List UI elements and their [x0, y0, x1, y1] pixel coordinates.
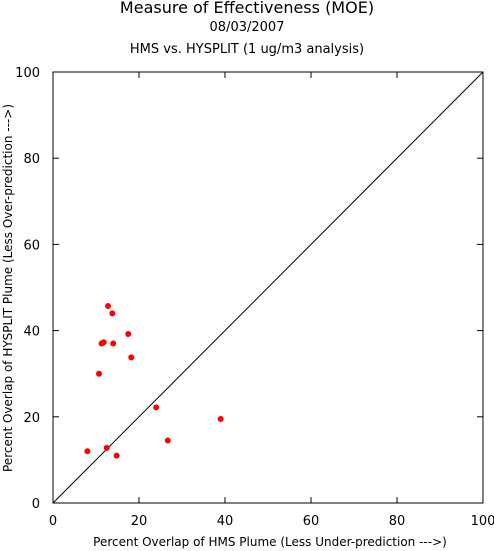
- x-tick-label: 80: [389, 514, 406, 529]
- data-point: [100, 339, 107, 346]
- x-tick-label: 60: [303, 514, 320, 529]
- plot-frame: [52, 71, 484, 504]
- x-tick-label: 100: [471, 514, 494, 529]
- data-point: [84, 448, 91, 455]
- y-axis-ticks: 0 20 40 60 80 100: [15, 66, 483, 512]
- chart-title: Measure of Effectiveness (MOE): [119, 0, 375, 17]
- data-point: [125, 331, 132, 338]
- y-tick-label: 80: [23, 152, 40, 167]
- y-tick-label: 40: [23, 325, 40, 340]
- chart-subtitle: HMS vs. HYSPLIT (1 ug/m3 analysis): [129, 42, 365, 57]
- data-point: [109, 310, 116, 317]
- x-tick-label: 0: [49, 514, 57, 529]
- data-points: [84, 303, 224, 459]
- chart-date: 08/03/2007: [209, 20, 285, 35]
- data-point: [110, 340, 117, 347]
- x-tick-label: 40: [217, 514, 234, 529]
- data-point: [105, 303, 112, 310]
- x-tick-label: 20: [131, 514, 148, 529]
- y-tick-label: 20: [23, 411, 40, 426]
- data-point: [128, 354, 135, 361]
- data-point: [164, 437, 171, 444]
- y-tick-label: 0: [32, 497, 40, 512]
- data-point: [153, 404, 160, 411]
- y-axis-label: Percent Overlap of HYSPLIT Plume (Less O…: [1, 104, 15, 472]
- one-to-one-line: [52, 71, 484, 504]
- data-point: [113, 452, 120, 459]
- data-point: [217, 415, 224, 422]
- data-point: [96, 370, 103, 377]
- plot-area: [52, 71, 484, 504]
- data-point: [103, 444, 110, 451]
- y-tick-label: 60: [23, 238, 40, 253]
- x-axis-ticks: 0 20 40 60 80 100: [49, 72, 494, 529]
- x-axis-label: Percent Overlap of HMS Plume (Less Under…: [93, 535, 447, 549]
- y-tick-label: 100: [15, 66, 40, 81]
